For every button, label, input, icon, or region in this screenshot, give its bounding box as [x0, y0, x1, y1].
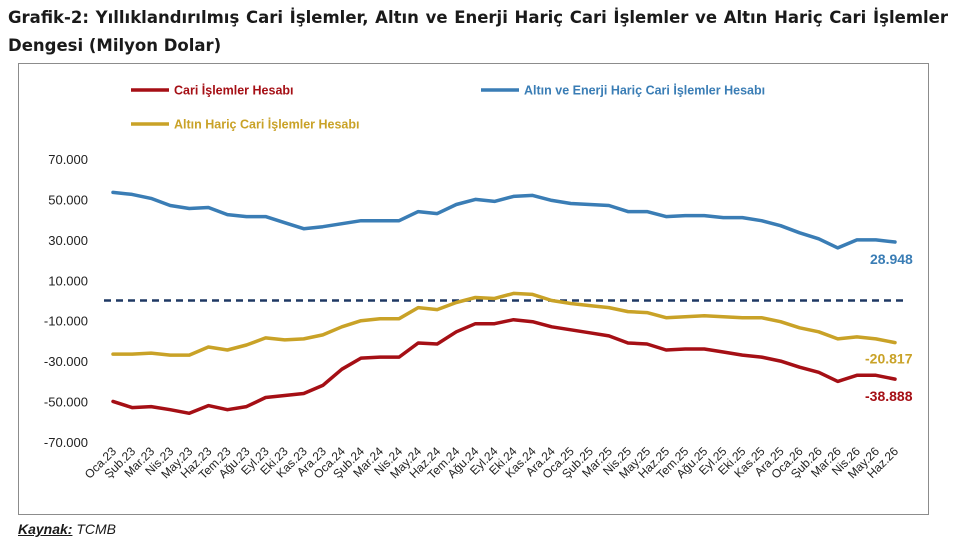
- end-labels: -38.888 28.948 -20.817: [865, 251, 913, 404]
- y-axis: 70.000 50.000 30.000 10.000 -10.000 -30.000 -5…: [44, 152, 88, 450]
- end-label-altin_enerji: 28.948: [870, 251, 913, 267]
- chart-title: Grafik-2: Yıllıklandırılmış Cari İşlemle…: [8, 8, 948, 55]
- y-tick-label: 70.000: [48, 152, 88, 167]
- chart-frame: [18, 63, 929, 515]
- end-label-altin_haric: -20.817: [865, 351, 913, 367]
- source-label: Kaynak:: [18, 521, 73, 537]
- series-lines: [111, 190, 897, 416]
- y-tick-label: -30.000: [44, 354, 88, 369]
- legend-label-cari: Cari İşlemler Hesabı: [174, 83, 294, 98]
- y-tick-label: 50.000: [48, 192, 88, 207]
- y-tick-label: -70.000: [44, 435, 88, 450]
- legend: Cari İşlemler Hesabı Altın ve Enerji Hari…: [131, 83, 765, 132]
- legend-label-altin_haric: Altın Hariç Cari İşlemler Hesabı: [174, 117, 360, 132]
- series-line-altin_enerji: [111, 190, 897, 250]
- series-line-altin_haric: [111, 291, 897, 357]
- x-axis: Oca.23Şub.23Mar.23Nis.23May.23Haz.23Tem.…: [82, 444, 901, 482]
- series-line-cari: [111, 317, 897, 416]
- source-value: TCMB: [76, 521, 117, 537]
- y-tick-label: 10.000: [48, 273, 88, 288]
- source-note: Kaynak: TCMB: [18, 521, 116, 537]
- y-tick-label: -50.000: [44, 395, 88, 410]
- legend-label-altin_enerji: Altın ve Enerji Hariç Cari İşlemler Hesa…: [524, 83, 765, 98]
- end-label-cari: -38.888: [865, 388, 913, 404]
- y-tick-label: -10.000: [44, 314, 88, 329]
- y-tick-label: 30.000: [48, 233, 88, 248]
